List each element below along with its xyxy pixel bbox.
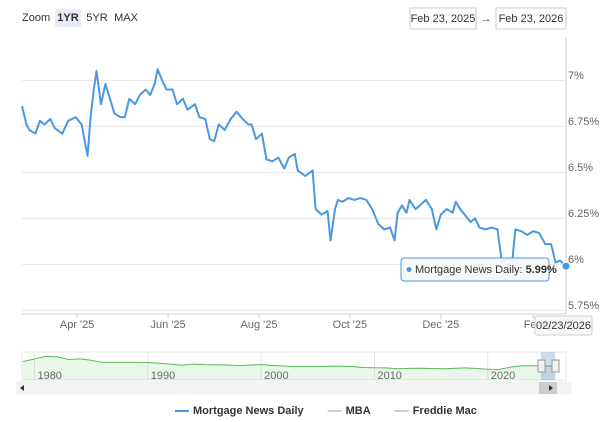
navigator-tick-label: 2000 [264, 370, 288, 382]
range-from[interactable]: Feb 23, 2025 [411, 13, 476, 25]
y-tick-label: 6.75% [568, 116, 599, 128]
navigator-tick-label: 1990 [151, 370, 175, 382]
tooltip-text: Mortgage News Daily: 5.99% [415, 264, 557, 276]
legend-item[interactable]: Mortgage News Daily [175, 405, 305, 417]
scrollbar-thumb[interactable] [539, 382, 557, 394]
x-tick-label: Aug '25 [240, 319, 277, 331]
navigator-tick-label: 1980 [37, 370, 61, 382]
x-tick-label: Apr '25 [60, 319, 95, 331]
zoom-label: Zoom [22, 12, 50, 24]
y-tick-label: 6.25% [568, 208, 599, 220]
y-tick-label: 6% [568, 254, 584, 266]
range-button[interactable]: 1YR [57, 12, 78, 24]
tooltip-value: 5.99% [526, 264, 557, 276]
scrollbar-arrow[interactable] [20, 385, 24, 391]
range-button[interactable]: 5YR [86, 12, 107, 24]
navigator-tick-label: 2020 [491, 370, 515, 382]
range-arrow: → [481, 13, 492, 25]
range-from-box[interactable] [409, 7, 477, 30]
legend-label[interactable]: MBA [346, 405, 371, 417]
navigator-area [23, 356, 556, 380]
navigator-frame [21, 351, 567, 381]
range-to-box[interactable] [495, 7, 567, 30]
tooltip-label: Mortgage News Daily: [415, 264, 523, 276]
tooltip-box [400, 257, 550, 282]
crosshair-label-box [534, 315, 593, 336]
series-line [21, 68, 567, 267]
range-button[interactable]: MAX [114, 12, 139, 24]
legend-label[interactable]: Freddie Mac [413, 405, 477, 417]
legend-label[interactable]: Mortgage News Daily [193, 405, 305, 417]
tooltip-symbol [406, 267, 412, 272]
navigator-tick-label: 2010 [377, 370, 401, 382]
x-tick-label: Dec '25 [422, 319, 459, 331]
y-tick-label: 6.5% [568, 162, 593, 174]
y-tick-label: 7% [568, 70, 584, 82]
x-tick-label: Oct '25 [333, 319, 368, 331]
crosshair-label: 02/23/2026 [536, 320, 591, 332]
navigator-handle[interactable] [551, 359, 560, 373]
legend-item[interactable]: MBA [327, 405, 371, 417]
hover-point [561, 261, 571, 271]
scrollbar-arrow[interactable] [549, 385, 553, 391]
scrollbar-track[interactable] [16, 381, 572, 395]
range-button-bg[interactable] [55, 9, 81, 27]
navigator-line [23, 355, 556, 370]
navigator-window[interactable] [541, 352, 555, 380]
navigator-handle[interactable] [537, 359, 546, 373]
x-tick-label: Jun '25 [150, 319, 185, 331]
range-to[interactable]: Feb 23, 2026 [499, 13, 564, 25]
y-tick-label: 5.75% [568, 300, 599, 312]
legend-item[interactable]: Freddie Mac [394, 405, 477, 417]
